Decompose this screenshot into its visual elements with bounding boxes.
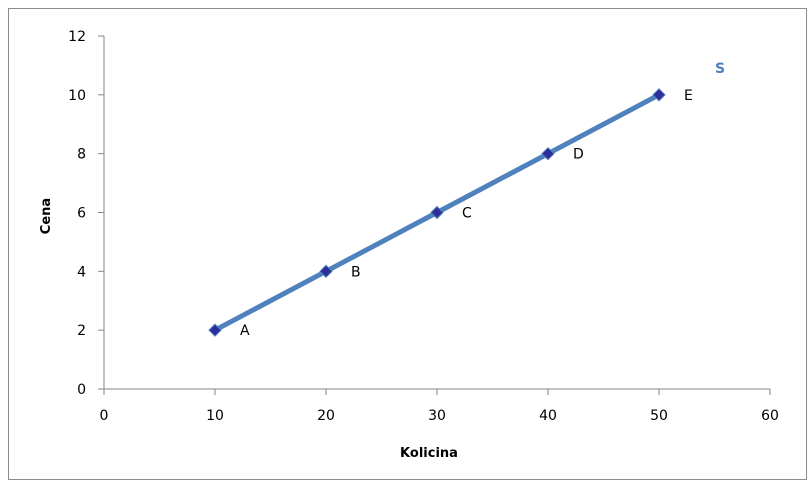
data-point-marker [652,88,666,102]
y-tick-label: 6 [77,206,86,222]
labels-layer: Kolicina Cena A B C D E S [39,61,725,461]
data-point-marker [208,323,222,337]
x-tick-label: 50 [650,408,668,424]
x-tick-label: 60 [761,408,779,424]
data-point-marker [541,146,555,161]
x-tick-label: 20 [317,408,335,424]
y-axis-title: Cena [39,198,54,234]
y-tick-label: 12 [68,29,86,45]
y-tick-label: 10 [68,88,86,104]
data-point-label: D [573,147,584,163]
data-point-marker [319,264,333,279]
series-layer [208,88,666,337]
axes: 0 2 4 6 8 10 12 0 10 20 30 40 50 60 [68,29,779,424]
data-point-marker [430,205,444,220]
series-name-label: S [715,61,725,77]
x-tick-label: 10 [206,408,224,424]
y-tick-label: 4 [77,264,86,280]
x-tick-label: 30 [428,408,446,424]
chart-frame: 0 2 4 6 8 10 12 0 10 20 30 40 50 60 Kolicina Cena A B C D E… [8,8,807,480]
x-axis-title: Kolicina [400,446,458,461]
x-tick-label: 40 [539,408,557,424]
data-point-label: E [684,88,693,104]
y-tick-label: 8 [77,147,86,163]
x-tick-label: 0 [100,408,109,424]
data-point-label: A [240,323,250,339]
y-tick-label: 2 [77,323,86,339]
data-point-label: B [351,264,361,280]
data-point-label: C [462,206,472,222]
y-tick-label: 0 [77,382,86,398]
supply-line-chart: 0 2 4 6 8 10 12 0 10 20 30 40 50 60 Kolicina Cena A B C D E… [39,29,779,461]
